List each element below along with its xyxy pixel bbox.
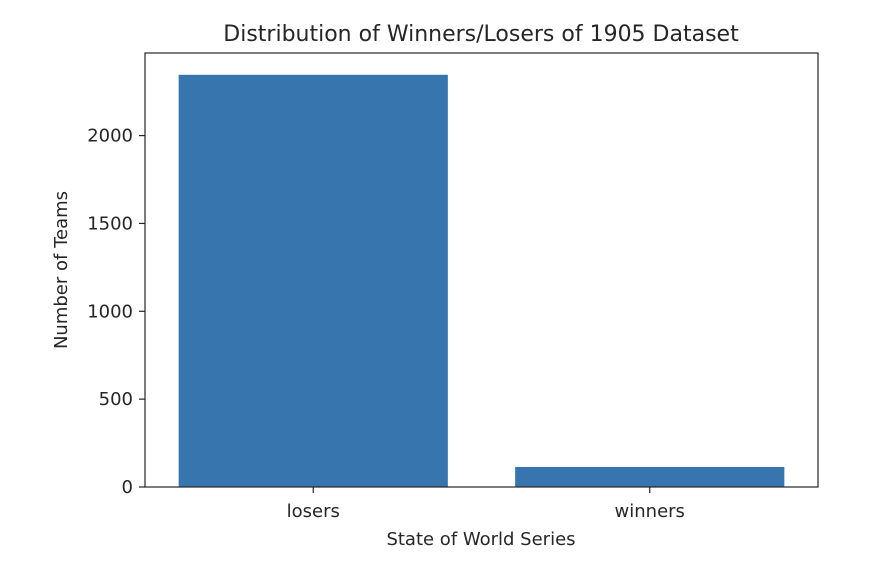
bars-layer — [178, 74, 785, 488]
y-tick-label-500: 500 — [99, 389, 133, 410]
x-axis-label: State of World Series — [386, 529, 575, 550]
y-axis-label: Number of Teams — [51, 191, 72, 349]
chart-title: Distribution of Winners/Losers of 1905 D… — [223, 22, 739, 47]
y-tick-label-1000: 1000 — [87, 301, 133, 322]
y-tick-label-0: 0 — [122, 477, 133, 498]
plot-frame — [144, 52, 819, 488]
ticks-layer: losers winners 0 500 1000 1500 2000 — [87, 126, 685, 522]
bar-losers — [178, 74, 448, 488]
y-tick-label-1500: 1500 — [87, 213, 133, 234]
y-tick-label-2000: 2000 — [87, 126, 133, 147]
bar-winners — [515, 466, 785, 487]
x-tick-label-winners: winners — [615, 501, 685, 522]
x-tick-label-losers: losers — [287, 501, 340, 522]
